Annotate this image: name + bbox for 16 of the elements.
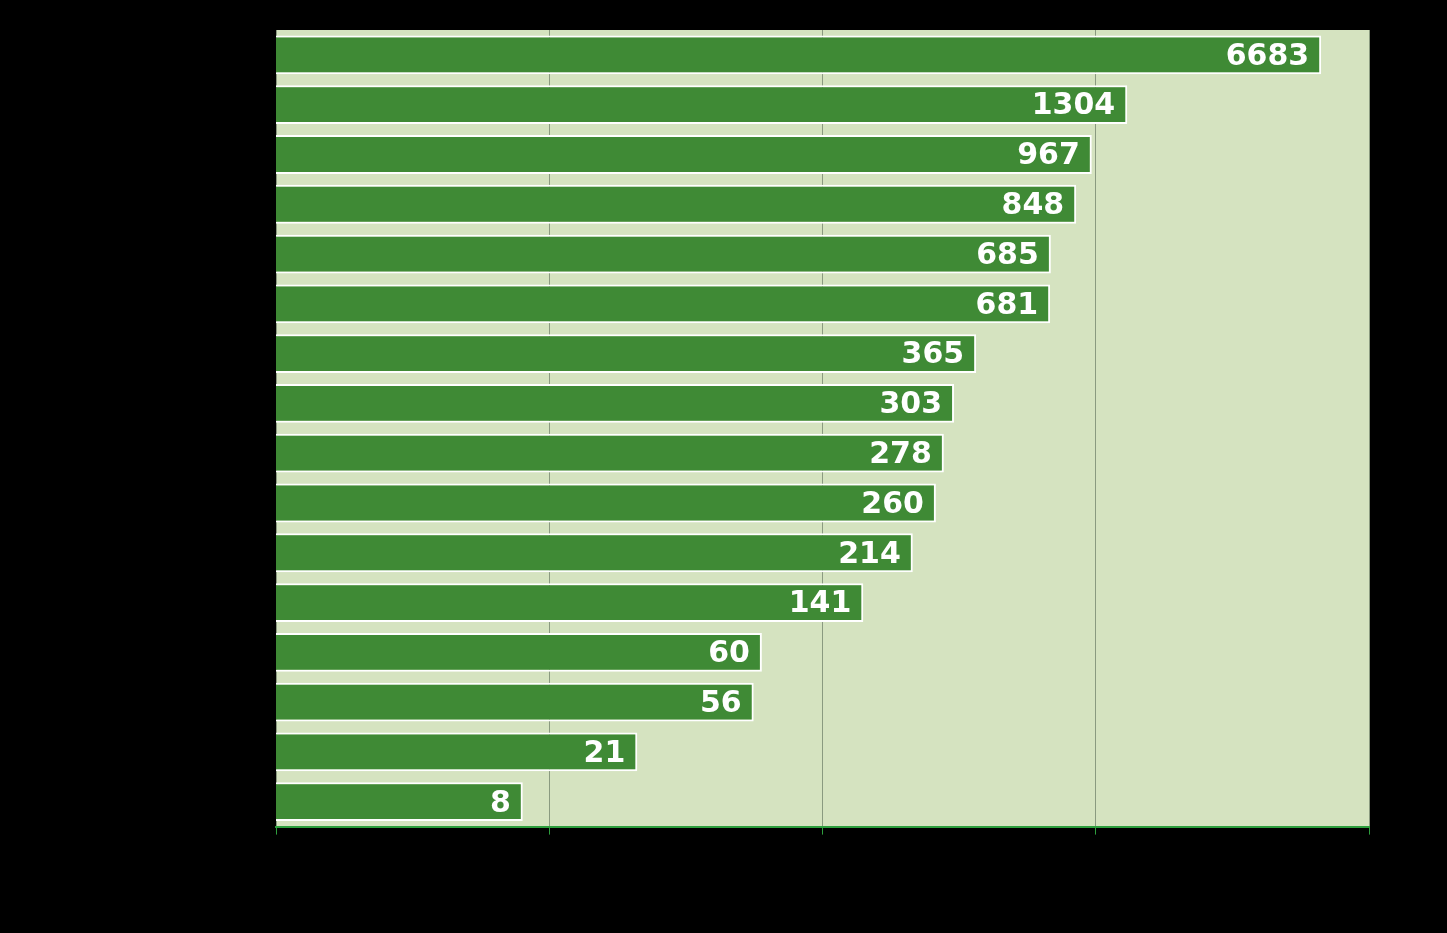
data-label: 303 (879, 385, 943, 421)
data-label: 1304 (1031, 86, 1116, 122)
data-label: 6683 (1225, 36, 1310, 72)
data-label: 141 (788, 584, 852, 620)
data-label: 848 (1001, 186, 1065, 222)
data-label: 21 (583, 733, 626, 769)
data-label: 214 (838, 534, 901, 570)
data-label: 8 (489, 783, 511, 819)
data-label: 260 (861, 484, 924, 520)
data-label: 681 (975, 285, 1039, 321)
data-label: 365 (901, 335, 965, 371)
data-label: 967 (1017, 136, 1080, 172)
data-label: 56 (699, 683, 742, 719)
data-label: 60 (708, 634, 750, 670)
data-label: 685 (976, 235, 1039, 271)
data-label: 278 (869, 434, 932, 470)
